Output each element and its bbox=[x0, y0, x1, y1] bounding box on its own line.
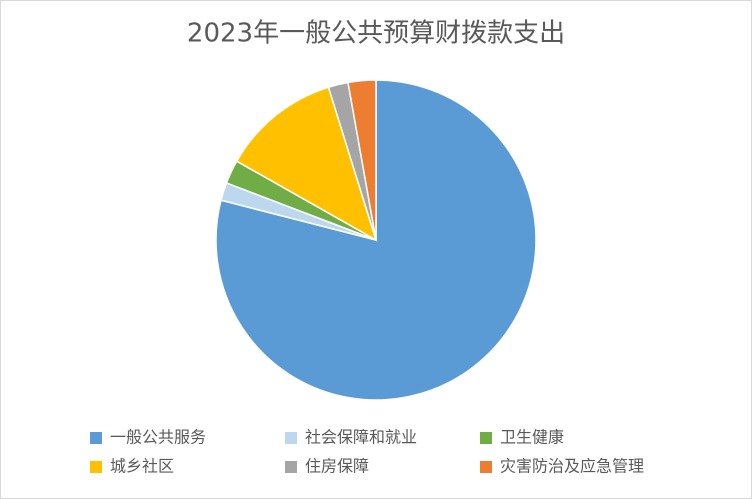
legend-swatch bbox=[480, 432, 492, 444]
pie-slice bbox=[347, 79, 377, 241]
legend-label: 一般公共服务 bbox=[110, 428, 206, 447]
legend-swatch bbox=[480, 461, 492, 473]
legend-label: 灾害防治及应急管理 bbox=[500, 457, 644, 476]
legend-label: 卫生健康 bbox=[500, 428, 564, 447]
pie-slice bbox=[235, 86, 378, 242]
legend-label: 城乡社区 bbox=[110, 457, 174, 476]
legend-label: 住房保障 bbox=[305, 457, 369, 476]
legend-swatch bbox=[285, 432, 297, 444]
chart-title: 2023年一般公共预算财拨款支出 bbox=[187, 19, 565, 49]
legend-label: 社会保障和就业 bbox=[305, 428, 417, 447]
legend-swatch bbox=[90, 432, 102, 444]
legend-swatch bbox=[90, 461, 102, 473]
legend-swatch bbox=[285, 461, 297, 473]
